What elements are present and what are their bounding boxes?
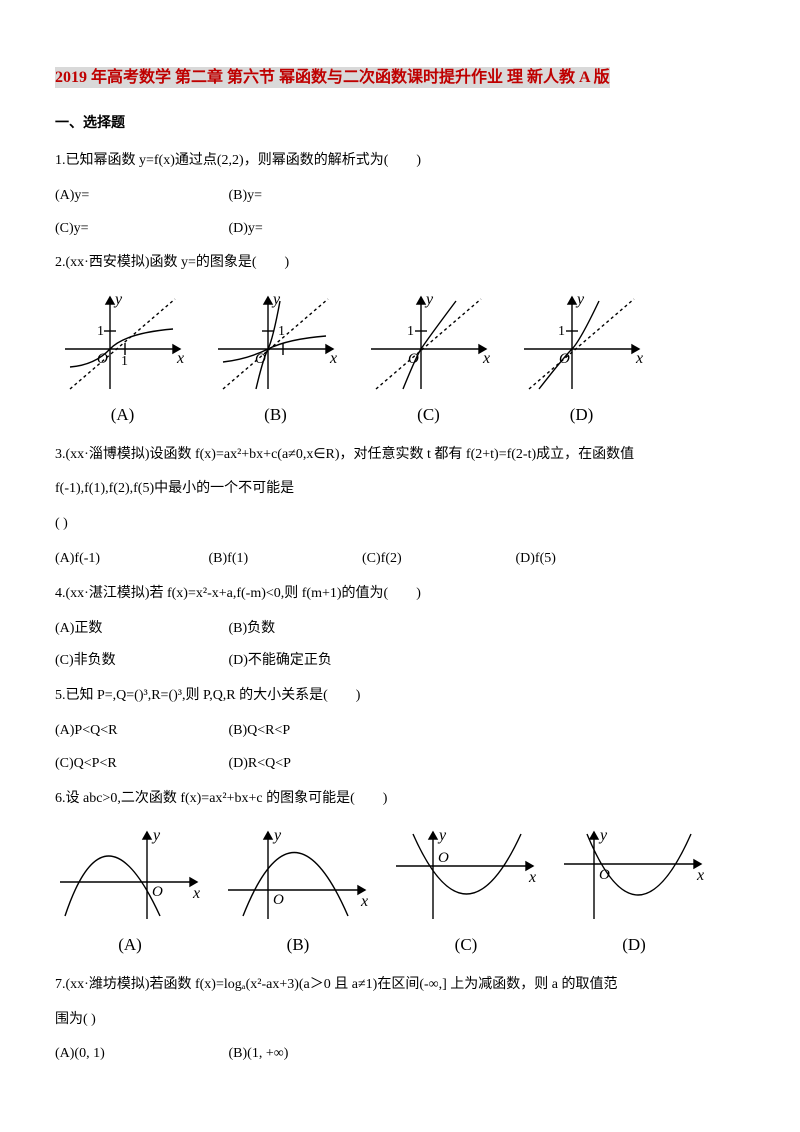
q4-options-row1: (A)正数 (B)负数	[55, 614, 745, 645]
q2-label-a: (A)	[55, 396, 190, 433]
q4-opt-d: (D)不能确定正负	[229, 646, 399, 677]
question-2: 2.(xx·西安模拟)函数 y=的图象是( )	[55, 248, 745, 279]
q1-options-row1: (A)y= (B)y=	[55, 181, 745, 212]
svg-text:x: x	[176, 350, 184, 367]
svg-text:O: O	[273, 892, 284, 908]
question-3-line2: f(-1),f(1),f(2),f(5)中最小的一个不可能是	[55, 474, 745, 505]
q5-options-row1: (A)P<Q<R (B)Q<R<P	[55, 716, 745, 747]
q2-graphs: y x O 1 1 (A) y x	[55, 289, 745, 433]
page-title: 2019 年高考数学 第二章 第六节 幂函数与二次函数课时提升作业 理 新人教 …	[55, 67, 610, 88]
question-4: 4.(xx·湛江模拟)若 f(x)=x²-x+a,f(-m)<0,则 f(m+1…	[55, 579, 745, 610]
svg-text:y: y	[113, 291, 123, 308]
q6-label-b: (B)	[223, 926, 373, 963]
svg-text:1: 1	[407, 324, 414, 339]
q2-label-d: (D)	[514, 396, 649, 433]
svg-text:x: x	[360, 893, 368, 910]
q3-options: (A)f(-1) (B)f(1) (C)f(2) (D)f(5)	[55, 544, 745, 575]
svg-text:O: O	[559, 351, 570, 367]
q2-label-c: (C)	[361, 396, 496, 433]
q4-opt-c: (C)非负数	[55, 646, 225, 677]
question-3-line3: ( )	[55, 509, 745, 540]
svg-text:y: y	[272, 827, 282, 844]
svg-text:O: O	[97, 351, 108, 367]
q6-graph-d: y x O (D)	[559, 824, 709, 963]
q7-opt-a: (A)(0, 1)	[55, 1039, 225, 1070]
q2-graph-b: y x O 1 (B)	[208, 289, 343, 433]
svg-text:x: x	[329, 350, 337, 367]
q6-label-d: (D)	[559, 926, 709, 963]
section-heading: 一、选择题	[55, 109, 745, 140]
q6-graphs: y x O (A) y x O (B)	[55, 824, 745, 963]
svg-text:O: O	[255, 351, 266, 367]
q3-opt-a: (A)f(-1)	[55, 544, 205, 575]
q7-options: (A)(0, 1) (B)(1, +∞)	[55, 1039, 745, 1070]
q4-options-row2: (C)非负数 (D)不能确定正负	[55, 646, 745, 677]
svg-text:1: 1	[278, 324, 285, 339]
q5-opt-d: (D)R<Q<P	[229, 749, 399, 780]
svg-text:O: O	[438, 850, 449, 866]
q5-opt-c: (C)Q<P<R	[55, 749, 225, 780]
q1-opt-b: (B)y=	[229, 181, 399, 212]
question-6: 6.设 abc>0,二次函数 f(x)=ax²+bx+c 的图象可能是( )	[55, 784, 745, 815]
question-7-line1: 7.(xx·潍坊模拟)若函数 f(x)=logₐ(x²-ax+3)(a＞0 且 …	[55, 970, 745, 1001]
q6-graph-a: y x O (A)	[55, 824, 205, 963]
svg-text:O: O	[152, 884, 163, 900]
svg-text:y: y	[437, 827, 447, 844]
q6-graph-c: y x O (C)	[391, 824, 541, 963]
q1-options-row2: (C)y= (D)y=	[55, 214, 745, 245]
q6-graph-b: y x O (B)	[223, 824, 373, 963]
q2-graph-c: y x O 1 (C)	[361, 289, 496, 433]
svg-text:y: y	[598, 827, 608, 844]
question-3-line1: 3.(xx·淄博模拟)设函数 f(x)=ax²+bx+c(a≠0,x∈R)，对任…	[55, 440, 745, 471]
svg-text:O: O	[408, 351, 419, 367]
q4-opt-b: (B)负数	[229, 614, 399, 645]
q3-opt-b: (B)f(1)	[209, 544, 359, 575]
q5-opt-b: (B)Q<R<P	[229, 716, 399, 747]
svg-text:1: 1	[97, 324, 104, 339]
question-7-line2: 围为( )	[55, 1005, 745, 1036]
svg-text:x: x	[696, 867, 704, 884]
svg-text:1: 1	[558, 324, 565, 339]
q5-opt-a: (A)P<Q<R	[55, 716, 225, 747]
q6-label-c: (C)	[391, 926, 541, 963]
question-5: 5.已知 P=,Q=()³,R=()³,则 P,Q,R 的大小关系是( )	[55, 681, 745, 712]
q2-graph-a: y x O 1 1 (A)	[55, 289, 190, 433]
question-1: 1.已知幂函数 y=f(x)通过点(2,2)，则幂函数的解析式为( )	[55, 146, 745, 177]
svg-text:1: 1	[121, 354, 128, 369]
svg-text:x: x	[482, 350, 490, 367]
q1-opt-a: (A)y=	[55, 181, 225, 212]
svg-text:x: x	[192, 885, 200, 902]
svg-text:x: x	[635, 350, 643, 367]
q4-opt-a: (A)正数	[55, 614, 225, 645]
q2-label-b: (B)	[208, 396, 343, 433]
q1-opt-c: (C)y=	[55, 214, 225, 245]
q6-label-a: (A)	[55, 926, 205, 963]
svg-text:O: O	[599, 867, 610, 883]
svg-text:y: y	[271, 291, 281, 308]
q5-options-row2: (C)Q<P<R (D)R<Q<P	[55, 749, 745, 780]
svg-text:y: y	[575, 291, 585, 308]
q3-opt-c: (C)f(2)	[362, 544, 512, 575]
svg-text:y: y	[424, 291, 434, 308]
svg-text:x: x	[528, 869, 536, 886]
q7-opt-b: (B)(1, +∞)	[229, 1039, 399, 1070]
q3-opt-d: (D)f(5)	[516, 544, 666, 575]
q2-graph-d: y x O 1 (D)	[514, 289, 649, 433]
svg-text:y: y	[151, 827, 161, 844]
q1-opt-d: (D)y=	[229, 214, 399, 245]
